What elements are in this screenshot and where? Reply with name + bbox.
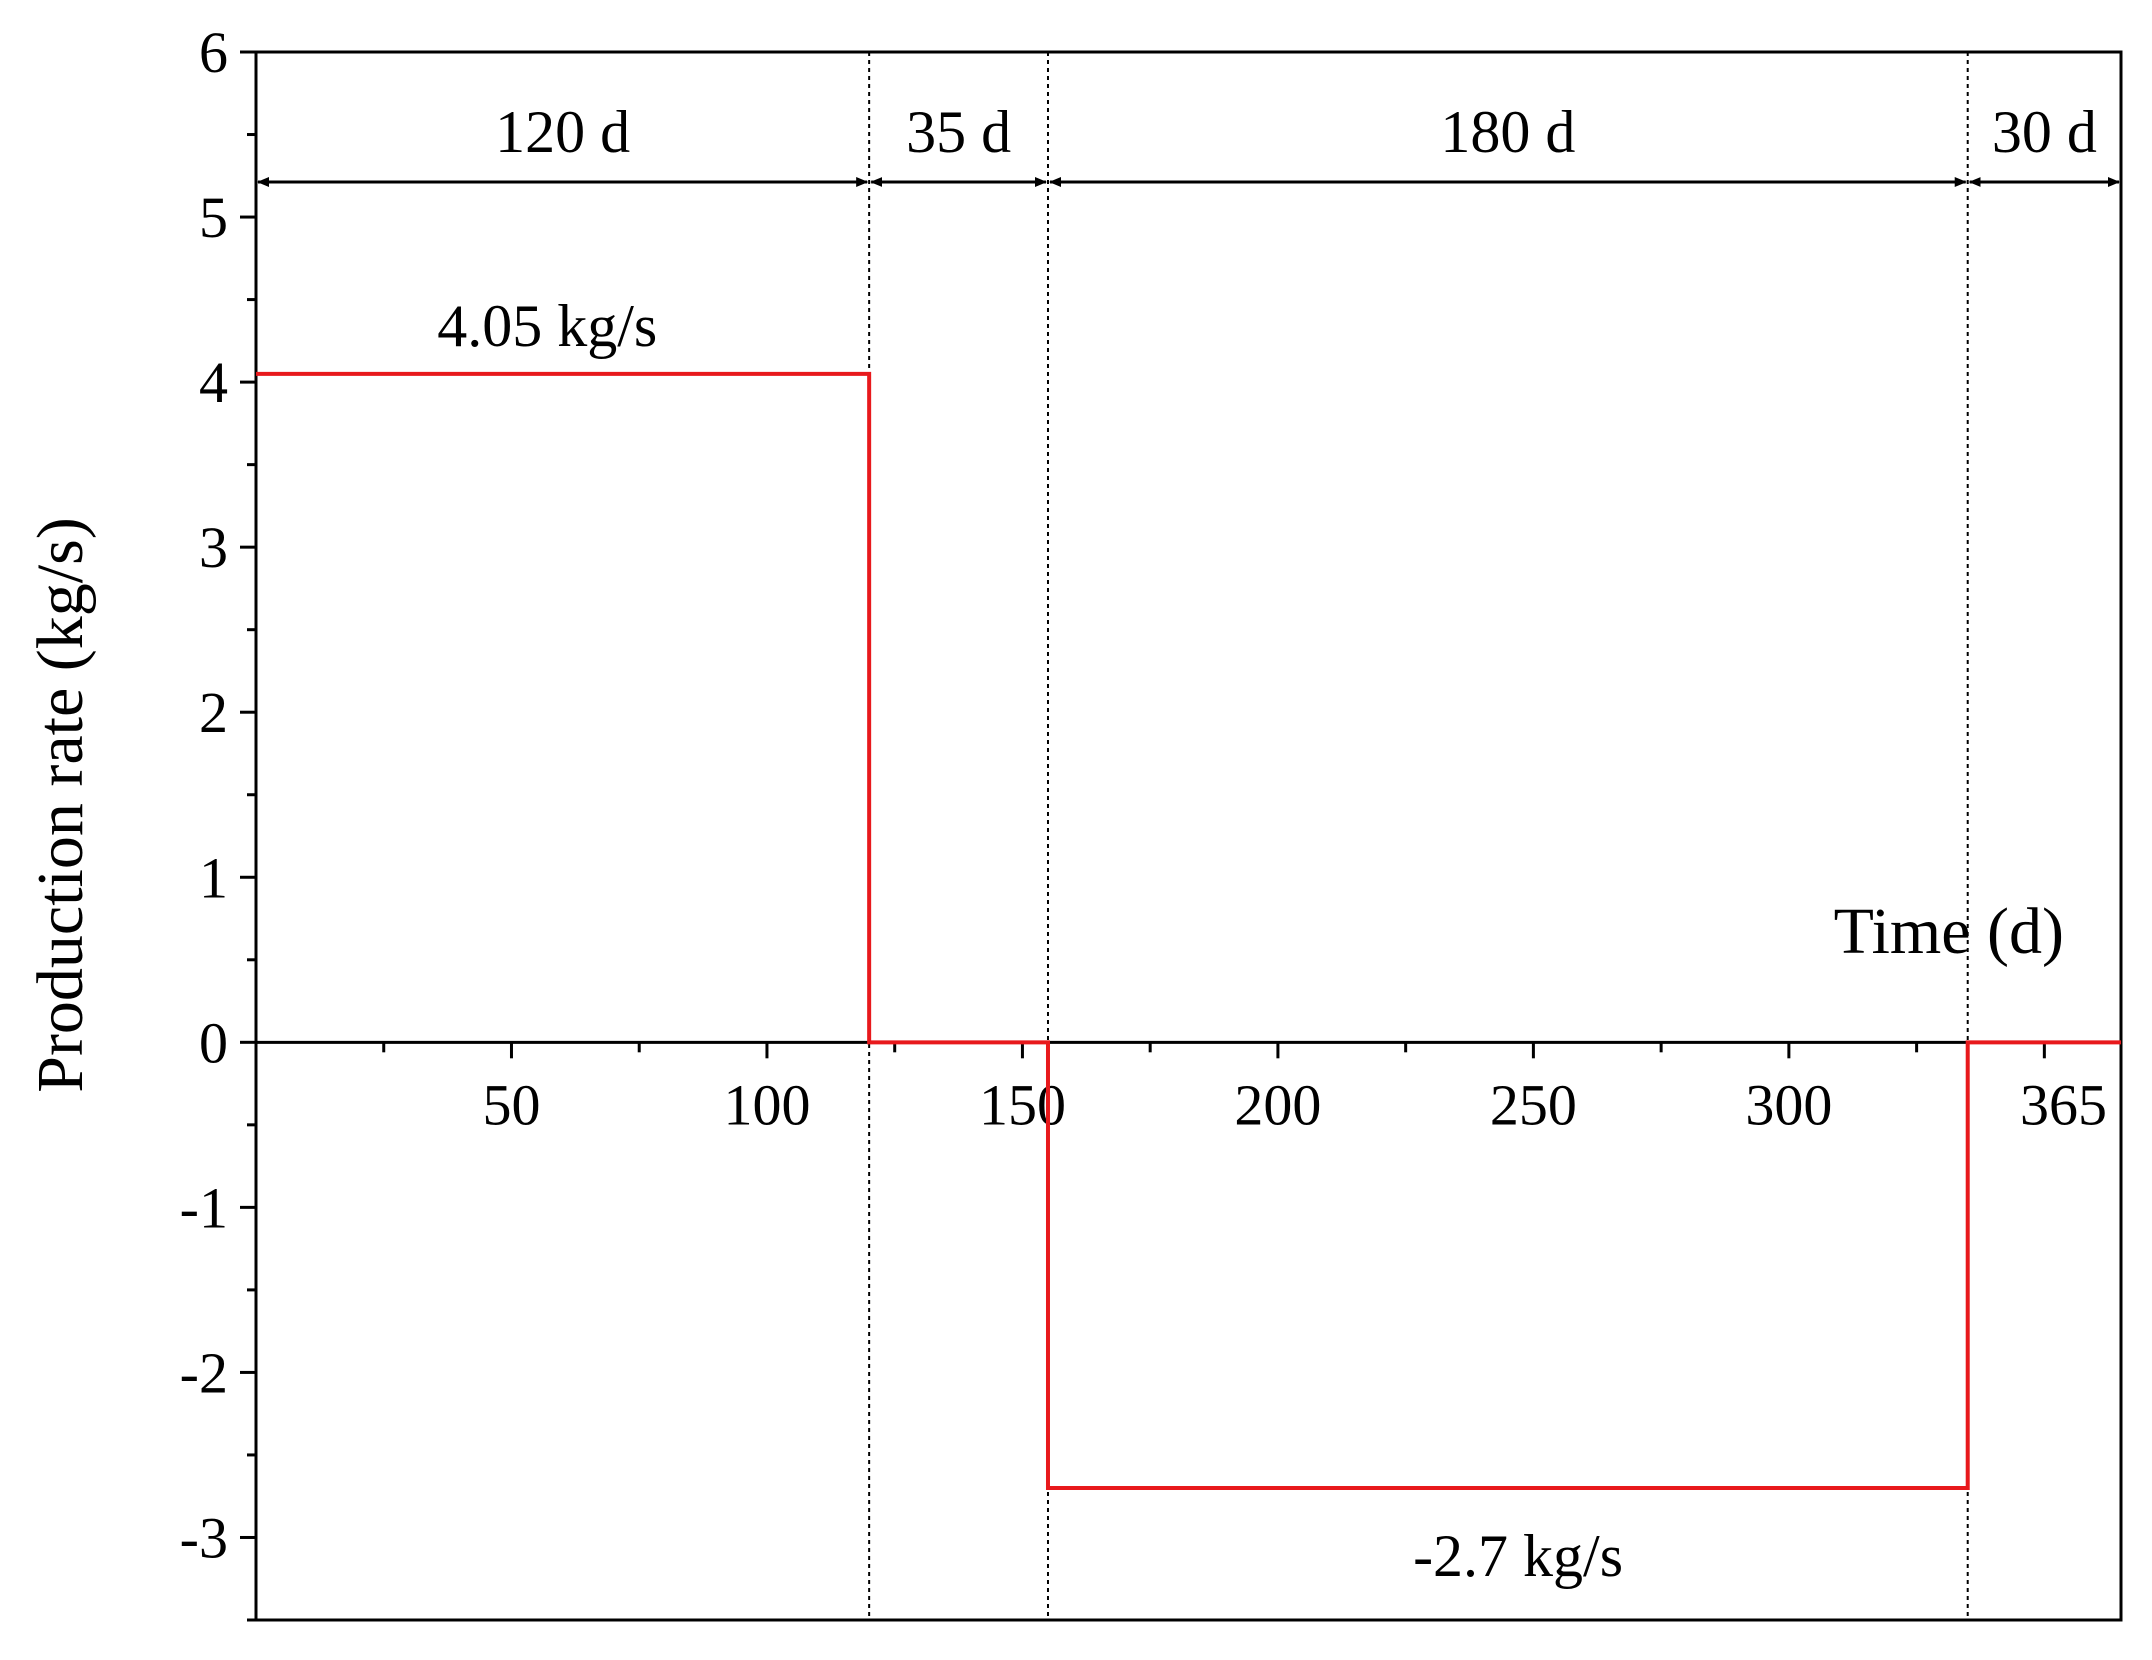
y-axis-label: Production rate (kg/s) bbox=[24, 517, 97, 1093]
y-tick-label: 2 bbox=[199, 680, 228, 745]
duration-label: 120 d bbox=[495, 99, 630, 165]
duration-annotations: 120 d 35 d 180 d 30 d bbox=[257, 99, 2120, 187]
y-tick-label: -3 bbox=[180, 1505, 228, 1570]
y-tick-label: -1 bbox=[180, 1175, 228, 1240]
duration-label: 35 d bbox=[906, 99, 1011, 165]
x-axis-label: Time (d) bbox=[1834, 895, 2064, 968]
production-rate-line bbox=[256, 371, 2121, 1490]
x-tick-label: 365 bbox=[2020, 1072, 2107, 1137]
y-tick-label: 1 bbox=[199, 845, 228, 910]
duration-label: 180 d bbox=[1440, 99, 1575, 165]
phase-boundaries bbox=[868, 52, 1969, 1620]
x-tick-label: 100 bbox=[723, 1072, 810, 1137]
y-tick-label: 4 bbox=[199, 350, 228, 415]
duration-label: 30 d bbox=[1992, 99, 2097, 165]
x-tick-label: 250 bbox=[1490, 1072, 1577, 1137]
y-tick-label: 5 bbox=[199, 185, 228, 250]
x-tick-label: 150 bbox=[979, 1072, 1066, 1137]
x-tick-label: 50 bbox=[482, 1072, 540, 1137]
y-axis: -3 -2 -1 0 1 2 3 4 5 6 bbox=[180, 20, 256, 1622]
y-tick-label: 0 bbox=[199, 1010, 228, 1075]
rate-labels: 4.05 kg/s -2.7 kg/s bbox=[437, 293, 1623, 1589]
y-tick-label: 6 bbox=[199, 20, 228, 85]
y-tick-label: 3 bbox=[199, 515, 228, 580]
rate-label: 4.05 kg/s bbox=[437, 293, 657, 359]
plot-frame bbox=[254, 50, 2123, 1622]
x-tick-label: 200 bbox=[1234, 1072, 1321, 1137]
y-tick-label: -2 bbox=[180, 1340, 228, 1405]
series bbox=[256, 371, 2121, 1490]
x-tick-label: 300 bbox=[1745, 1072, 1832, 1137]
rate-label: -2.7 kg/s bbox=[1413, 1523, 1623, 1589]
x-axis: 50 100 150 200 250 300 365 bbox=[256, 1040, 2123, 1137]
